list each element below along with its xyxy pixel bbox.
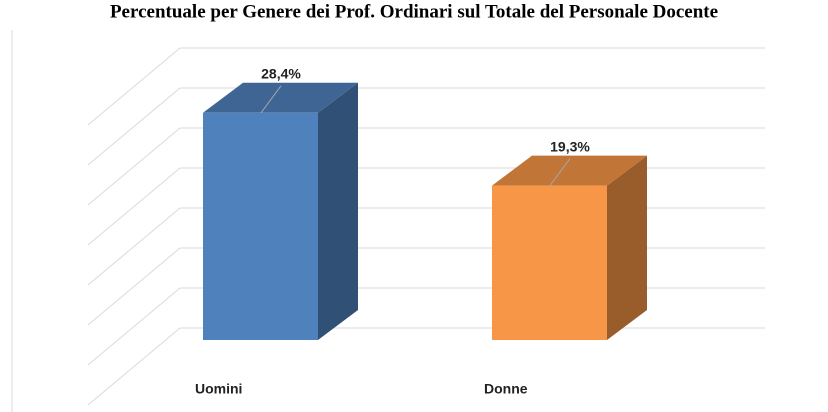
x-tick-label: Uomini bbox=[195, 381, 242, 397]
grid-line bbox=[87, 87, 765, 166]
leader-line bbox=[549, 158, 571, 186]
chart-title: Percentuale per Genere dei Prof. Ordinar… bbox=[110, 1, 718, 22]
bar-side bbox=[318, 82, 358, 341]
data-label: 28,4% bbox=[261, 66, 301, 82]
data-label: 19,3% bbox=[550, 138, 590, 154]
grid-line bbox=[87, 127, 765, 206]
grid-line bbox=[87, 47, 765, 126]
leader-line bbox=[260, 85, 282, 114]
x-tick-label: Donne bbox=[484, 381, 528, 397]
bar-top bbox=[492, 155, 647, 186]
bar-side bbox=[607, 155, 647, 340]
bar-top bbox=[203, 82, 358, 113]
bar bbox=[492, 185, 607, 340]
bar bbox=[203, 112, 318, 340]
